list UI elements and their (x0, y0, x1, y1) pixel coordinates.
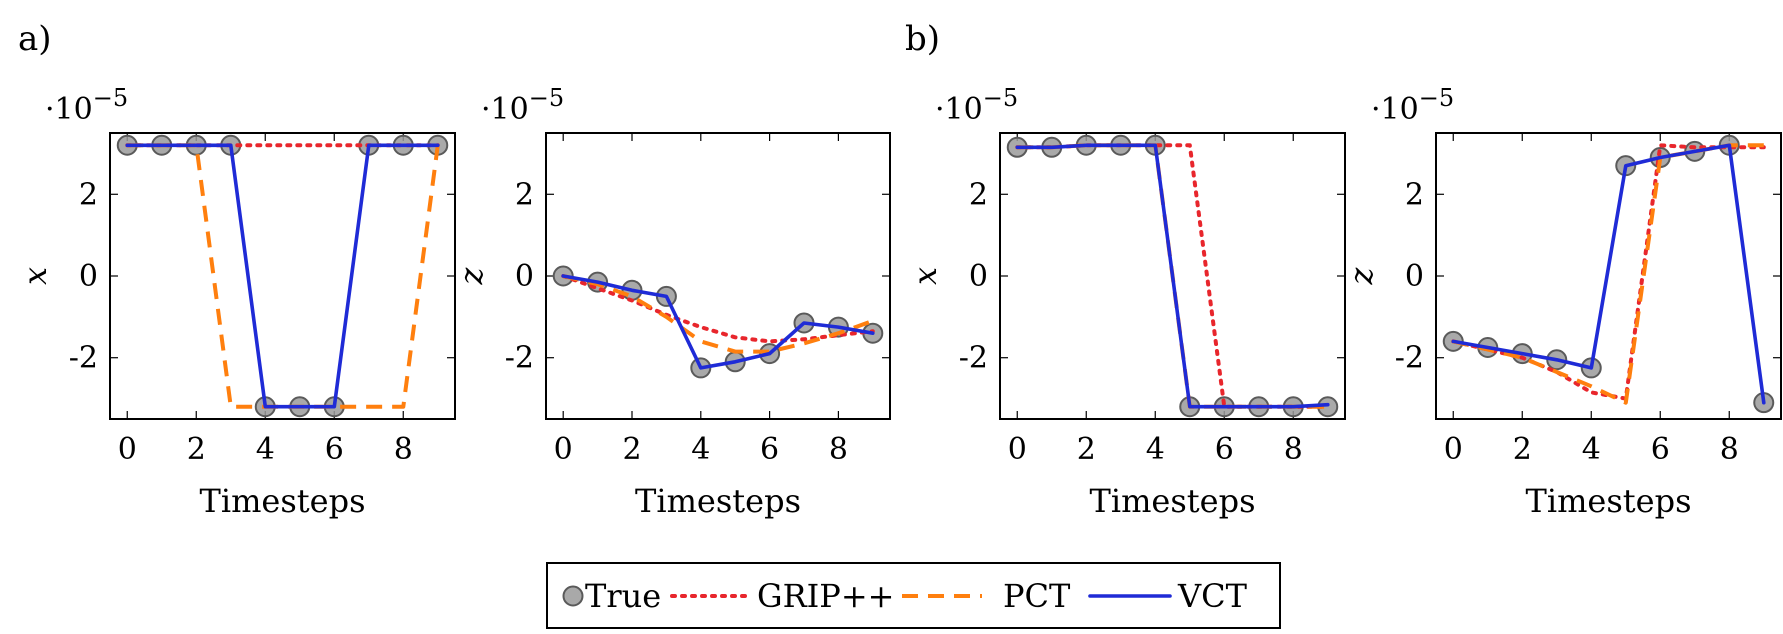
plot-frame (545, 132, 891, 420)
x-tick-label: 8 (394, 432, 413, 467)
x-tick-label: 0 (118, 432, 137, 467)
vct-series-line (1451, 143, 1766, 405)
x-tick-label: 2 (187, 432, 206, 467)
y-tick-label: -2 (959, 341, 988, 376)
panel-label-a: a) (18, 19, 52, 59)
plot-frame (1435, 132, 1782, 420)
y-multiplier-label: ·10−5 (1371, 84, 1454, 127)
legend-true-label: True (585, 577, 661, 615)
x-axis-title: Timesteps (1090, 482, 1256, 520)
y-tick-label: 0 (79, 259, 98, 294)
y-multiplier-label: ·10−5 (45, 84, 128, 127)
x-tick-label: 0 (1444, 432, 1463, 467)
legend-true-marker (562, 585, 584, 607)
x-tick-label: 4 (691, 432, 710, 467)
x-axis-title: Timesteps (200, 482, 366, 520)
x-tick-label: 6 (325, 432, 344, 467)
subplot-1: 0 2 4 6 8 2 0 -2 Timesteps x ·10−5 (16, 84, 456, 520)
x-tick-label: 4 (1582, 432, 1601, 467)
y-tick-label: -2 (1395, 341, 1424, 376)
y-tick-label: -2 (505, 341, 534, 376)
y-axis-title: z (452, 266, 490, 285)
y-tick-label: -2 (69, 341, 98, 376)
subplot-2: 0 2 4 6 8 2 0 -2 Timesteps z ·10−5 (452, 84, 891, 520)
pct-series-line (562, 274, 874, 354)
vct-series-line (125, 143, 440, 409)
x-tick-label: 6 (760, 432, 779, 467)
plot-frame (109, 132, 456, 420)
y-tick-label: 0 (515, 259, 534, 294)
y-axis-title: x (16, 267, 54, 285)
x-tick-label: 6 (1651, 432, 1670, 467)
y-tick-label: 2 (969, 177, 988, 212)
x-tick-label: 0 (1008, 432, 1027, 467)
x-tick-label: 4 (1146, 432, 1165, 467)
x-tick-label: 8 (1720, 432, 1739, 467)
x-tick-label: 4 (256, 432, 275, 467)
y-tick-label: 2 (515, 177, 534, 212)
legend-pct-label: PCT (1003, 577, 1071, 615)
x-tick-label: 6 (1215, 432, 1234, 467)
legend-grip-label: GRIP++ (757, 577, 894, 615)
y-multiplier-label: ·10−5 (481, 84, 564, 127)
x-axis-title: Timesteps (635, 482, 801, 520)
y-axis-title: z (1342, 266, 1380, 285)
x-tick-label: 2 (1513, 432, 1532, 467)
vct-series-line (561, 274, 875, 370)
x-axis-title: Timesteps (1526, 482, 1692, 520)
y-tick-label: 0 (969, 259, 988, 294)
x-tick-label: 0 (554, 432, 573, 467)
panel-label-b: b) (905, 19, 940, 59)
y-multiplier-label: ·10−5 (935, 84, 1018, 127)
y-tick-label: 2 (79, 177, 98, 212)
legend: True GRIP++ PCT VCT (546, 562, 1281, 629)
y-tick-label: 2 (1405, 177, 1424, 212)
legend-vct-label: VCT (1177, 577, 1248, 615)
vct-series-line (1015, 143, 1330, 409)
subplot-3: 0 2 4 6 8 2 0 -2 Timesteps x ·10−5 (906, 84, 1346, 520)
grippp-series-line (561, 274, 875, 344)
x-tick-label: 8 (829, 432, 848, 467)
x-tick-label: 2 (1077, 432, 1096, 467)
x-tick-label: 8 (1284, 432, 1303, 467)
plots-group: 0 2 4 6 8 2 0 -2 Timesteps x ·10−5 0 2 4 6 8 2 0 -2 Timeste… (16, 84, 1782, 520)
subplot-4: 0 2 4 6 8 2 0 -2 Timesteps z ·10−5 (1342, 84, 1782, 520)
y-axis-title: x (906, 267, 944, 285)
y-tick-label: 0 (1405, 259, 1424, 294)
pct-series-line (127, 143, 440, 409)
x-tick-label: 2 (622, 432, 641, 467)
plot-frame (999, 132, 1346, 420)
